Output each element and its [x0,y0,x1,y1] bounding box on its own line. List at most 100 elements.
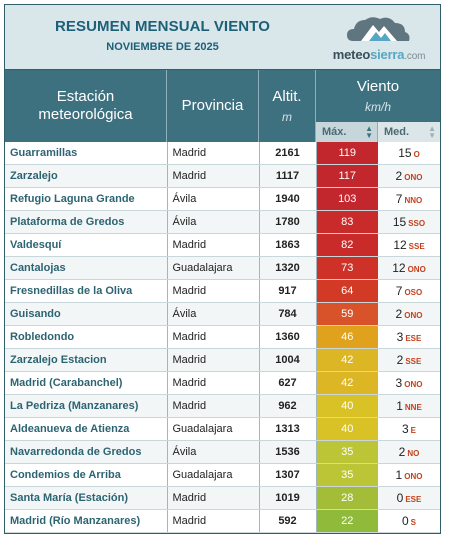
sort-arrows-icon: ▲ ▼ [365,124,373,140]
station-name[interactable]: Plataforma de Gredos [5,210,168,234]
station-name[interactable]: Condemios de Arriba [5,463,168,487]
altitude-cell: 962 [259,394,317,418]
cloud-mountain-icon [347,17,410,41]
col-provincia[interactable]: Provincia [167,70,259,142]
station-name[interactable]: Navarredonda de Gredos [5,440,168,464]
med-wind-cell: 7 NNO [378,187,440,211]
max-wind-cell: 119 [316,142,378,165]
med-value: 3 [396,330,404,344]
table-row: Guarramillas Madrid 2161 119 15 O [5,142,440,165]
col-altitud[interactable]: Altit. m [259,70,316,142]
sort-max-button[interactable]: Máx. ▲ ▼ [316,122,378,142]
province-cell: Guadalajara [167,256,260,280]
med-value: 15 [392,215,407,229]
med-wind-cell: 15 O [378,142,440,165]
station-name[interactable]: Robledondo [5,325,168,349]
max-wind-cell: 22 [316,509,378,533]
table-row: Guisando Ávila 784 59 2 ONO [5,302,440,326]
med-wind-cell: 3 ESE [378,325,440,349]
max-wind-cell: 35 [316,440,378,464]
med-wind-cell: 0 ESE [378,486,440,510]
report-title: RESUMEN MENSUAL VIENTO [54,18,270,35]
wind-direction: ESE [405,334,422,343]
wind-direction: NNO [404,196,423,205]
altitude-cell: 1313 [259,417,317,441]
table-row: Madrid (Río Manzanares) Madrid 592 22 0 S [5,509,440,533]
wind-direction: SSE [408,242,425,251]
station-name[interactable]: Fresnedillas de la Oliva [5,279,168,303]
med-wind-cell: 2 NO [378,440,440,464]
altitude-cell: 1780 [259,210,317,234]
wind-table-body: Guarramillas Madrid 2161 119 15 O Zarzalejo Mad… [5,142,440,533]
max-wind-cell: 83 [316,210,378,234]
sort-med-button[interactable]: Med. ▲ ▼ [378,122,440,142]
province-cell: Ávila [167,187,260,211]
table-row: Valdesquí Madrid 1863 82 12 SSE [5,233,440,257]
med-wind-cell: 3 ONO [378,371,440,395]
max-wind-cell: 42 [316,348,378,372]
wind-table: Guarramillas Madrid 2161 119 15 O Zarzalejo Mad… [5,142,440,533]
wind-direction: O [413,150,420,159]
altitude-cell: 1019 [259,486,317,510]
station-name[interactable]: Valdesquí [5,233,168,257]
wind-direction: ONO [404,380,423,389]
station-name[interactable]: Madrid (Río Manzanares) [5,509,168,533]
province-cell: Guadalajara [167,417,260,441]
report-header: RESUMEN MENSUAL VIENTO NOVIEMBRE DE 2025… [5,5,440,70]
table-row: Zarzalejo Estacion Madrid 1004 42 2 SSE [5,348,440,372]
meteosierra-logo[interactable]: meteosierra.com [323,11,435,65]
station-name[interactable]: Aldeanueva de Atienza [5,417,168,441]
wind-direction: ONO [404,311,423,320]
station-name[interactable]: Zarzalejo [5,164,168,188]
altitude-cell: 1320 [259,256,317,280]
table-row: Aldeanueva de Atienza Guadalajara 1313 40 3 E [5,417,440,441]
med-value: 2 [396,353,404,367]
med-wind-cell: 2 ONO [378,164,440,188]
med-wind-cell: 2 ONO [378,302,440,326]
altitude-cell: 592 [259,509,317,533]
table-row: Navarredonda de Gredos Ávila 1536 35 2 NO [5,440,440,464]
station-name[interactable]: Madrid (Carabanchel) [5,371,168,395]
med-value: 2 [395,307,403,321]
province-cell: Ávila [167,440,260,464]
station-name[interactable]: Guarramillas [5,142,168,165]
altitude-cell: 1307 [259,463,317,487]
table-row: Fresnedillas de la Oliva Madrid 917 64 7 OSO [5,279,440,303]
viento-subheaders: Máx. ▲ ▼ Med. ▲ ▼ [316,122,440,142]
wind-direction: ONO [404,472,423,481]
table-row: Zarzalejo Madrid 1117 117 2 ONO [5,164,440,188]
province-cell: Ávila [167,302,260,326]
table-row: La Pedriza (Manzanares) Madrid 962 40 1 NNE [5,394,440,418]
wind-direction: S [410,518,417,527]
wind-direction: NNE [404,403,422,412]
altitude-cell: 917 [259,279,317,303]
med-value: 2 [395,169,403,183]
med-value: 3 [401,422,409,436]
station-name[interactable]: Santa María (Estación) [5,486,168,510]
province-cell: Guadalajara [167,463,260,487]
station-name[interactable]: Refugio Laguna Grande [5,187,168,211]
med-value: 0 [401,514,409,528]
station-name[interactable]: Cantalojas [5,256,168,280]
province-cell: Madrid [167,348,260,372]
column-headers: Estación meteorológica Provincia Altit. … [5,70,440,142]
med-wind-cell: 2 SSE [378,348,440,372]
max-wind-cell: 59 [316,302,378,326]
station-name[interactable]: Guisando [5,302,168,326]
station-name[interactable]: Zarzalejo Estacion [5,348,168,372]
med-value: 15 [398,146,412,160]
med-wind-cell: 7 OSO [378,279,440,303]
station-name[interactable]: La Pedriza (Manzanares) [5,394,168,418]
max-wind-cell: 73 [316,256,378,280]
province-cell: Madrid [167,509,260,533]
altitude-cell: 627 [259,371,317,395]
province-cell: Madrid [167,233,260,257]
col-estacion[interactable]: Estación meteorológica [5,70,167,142]
med-value: 1 [396,399,403,413]
wind-direction: SSO [408,219,426,228]
max-wind-cell: 117 [316,164,378,188]
province-cell: Madrid [167,164,260,188]
med-value: 2 [398,445,406,459]
